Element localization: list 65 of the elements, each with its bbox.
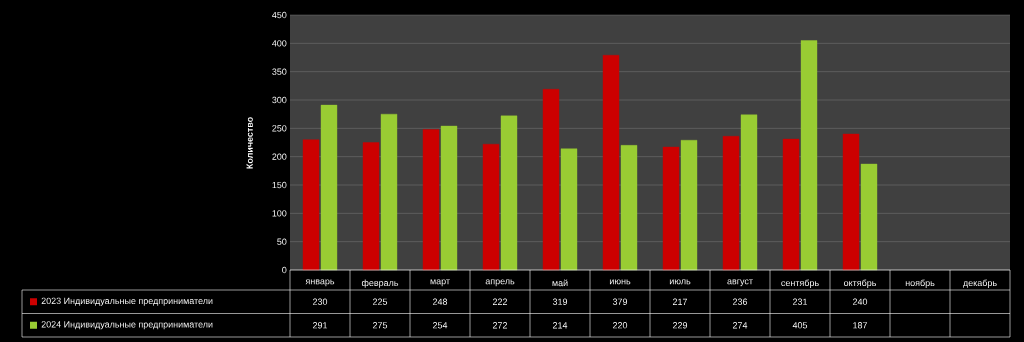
bar <box>842 133 860 271</box>
bar <box>662 146 680 271</box>
y-tick-label: 50 <box>277 238 287 245</box>
data-label: 187 <box>853 322 868 329</box>
data-label: 236 <box>732 298 748 305</box>
x-tick-label: октябрь <box>844 279 877 288</box>
bar <box>800 40 818 271</box>
bar <box>422 129 440 271</box>
bar <box>782 138 800 271</box>
data-label: 272 <box>492 322 508 329</box>
y-axis-title: Количество <box>246 117 253 169</box>
data-label: 275 <box>372 322 388 329</box>
x-tick-label: ноябрь <box>905 279 935 288</box>
y-tick-label: 400 <box>272 40 287 47</box>
data-label: 248 <box>432 298 448 305</box>
bar <box>320 104 338 271</box>
data-label: 405 <box>792 322 808 329</box>
bar <box>500 115 518 271</box>
x-tick-label: сентябрь <box>781 279 819 288</box>
bar <box>860 163 878 271</box>
x-tick-label: июнь <box>609 279 631 285</box>
y-tick-label: 200 <box>272 153 287 160</box>
bar <box>740 114 758 271</box>
legend-label: 2023 Индивидуальные предприниматели <box>41 297 213 306</box>
bar <box>680 140 698 271</box>
bar <box>542 89 560 271</box>
bar <box>620 145 638 271</box>
y-tick-label: 0 <box>282 266 287 274</box>
legend-label: 2024 Индивидуальные предприниматели <box>41 321 213 330</box>
data-label: 220 <box>612 322 628 329</box>
bar <box>380 113 398 271</box>
bar <box>560 148 578 271</box>
data-label: 231 <box>792 298 808 305</box>
x-tick-label: июль <box>669 279 691 285</box>
data-label: 222 <box>492 298 508 305</box>
x-tick-label: декабрь <box>963 279 997 288</box>
bar <box>602 55 620 271</box>
data-label: 225 <box>372 298 388 305</box>
x-tick-label: февраль <box>361 279 399 288</box>
x-tick-label: март <box>430 279 450 287</box>
x-tick-label: апрель <box>485 279 515 287</box>
data-label: 291 <box>312 322 328 329</box>
data-label: 240 <box>852 298 868 305</box>
x-tick-label: август <box>727 279 753 287</box>
bar <box>440 125 458 271</box>
data-label: 254 <box>432 322 448 329</box>
y-tick-label: 350 <box>272 68 287 75</box>
data-label: 319 <box>552 298 568 305</box>
bar <box>722 136 740 271</box>
x-tick-label: январь <box>305 279 335 287</box>
y-tick-label: 250 <box>272 125 287 132</box>
y-tick-label: 100 <box>272 210 287 217</box>
y-tick-label: 300 <box>272 96 287 104</box>
data-label: 379 <box>612 298 628 305</box>
y-tick-label: 450 <box>272 11 287 19</box>
data-label: 274 <box>732 322 748 329</box>
y-tick-label: 150 <box>272 181 287 189</box>
bar <box>302 139 320 271</box>
data-label: 217 <box>672 298 688 305</box>
x-tick-label: май <box>552 279 568 287</box>
bar <box>362 142 380 271</box>
bar <box>482 144 500 271</box>
data-label: 230 <box>312 298 328 305</box>
data-label: 229 <box>672 322 688 329</box>
data-label: 214 <box>552 322 568 329</box>
